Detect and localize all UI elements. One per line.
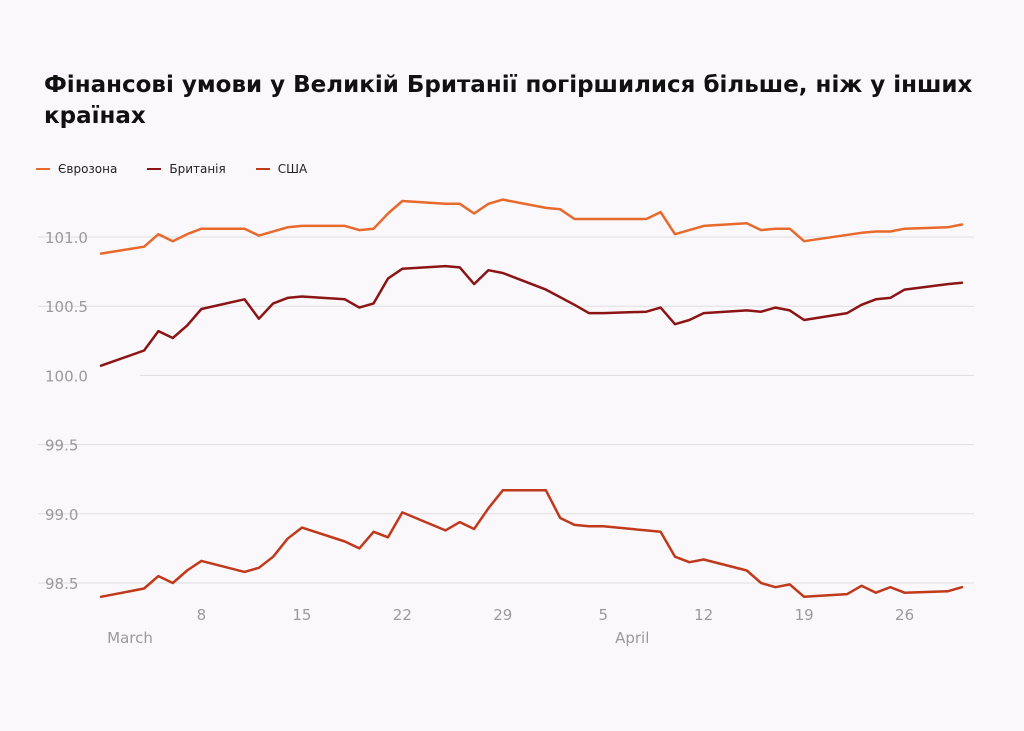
- x-axis: March 8 15 22 29 April 5 12 19 26: [107, 606, 914, 647]
- series-line-britain: [99, 264, 964, 367]
- y-tick-label: 98.5: [45, 575, 78, 593]
- x-tick-label: 26: [895, 606, 914, 624]
- legend-item-usa: США: [255, 162, 308, 176]
- x-tick-label: 29: [493, 606, 512, 624]
- legend-swatch-usa: [255, 168, 270, 170]
- legend: Єврозона Британія США: [36, 162, 307, 176]
- series-line-usa: [99, 489, 964, 599]
- x-tick-label: 5: [598, 606, 608, 624]
- y-tick-label: 100.5: [45, 298, 88, 316]
- series-line-eurozone: [99, 198, 964, 255]
- legend-swatch-britain: [147, 168, 162, 170]
- x-tick-label: 15: [292, 606, 311, 624]
- y-tick-label: 100.0: [45, 367, 88, 385]
- y-tick-label: 99.0: [45, 506, 78, 524]
- y-tick-label: 99.5: [45, 437, 78, 455]
- series-lines: [99, 198, 964, 599]
- x-tick-label: 12: [694, 606, 713, 624]
- x-tick-label: 22: [393, 606, 412, 624]
- x-tick-label: March: [107, 629, 153, 647]
- legend-item-britain: Британія: [147, 162, 226, 176]
- x-tick-label: April: [615, 629, 649, 647]
- y-axis: 101.0 100.5 100.0 99.5 99.0 98.5: [45, 229, 88, 593]
- legend-label-eurozone: Єврозона: [58, 162, 118, 176]
- legend-label-usa: США: [277, 162, 308, 176]
- x-tick-label: 8: [197, 606, 207, 624]
- chart-title: Фінансові умови у Великій Британії погір…: [44, 72, 973, 129]
- legend-label-britain: Британія: [169, 162, 226, 176]
- legend-swatch-eurozone: [36, 168, 50, 170]
- legend-item-eurozone: Єврозона: [36, 162, 117, 176]
- y-tick-label: 101.0: [45, 229, 88, 247]
- gridlines: [38, 236, 974, 584]
- x-tick-label: 19: [795, 606, 814, 624]
